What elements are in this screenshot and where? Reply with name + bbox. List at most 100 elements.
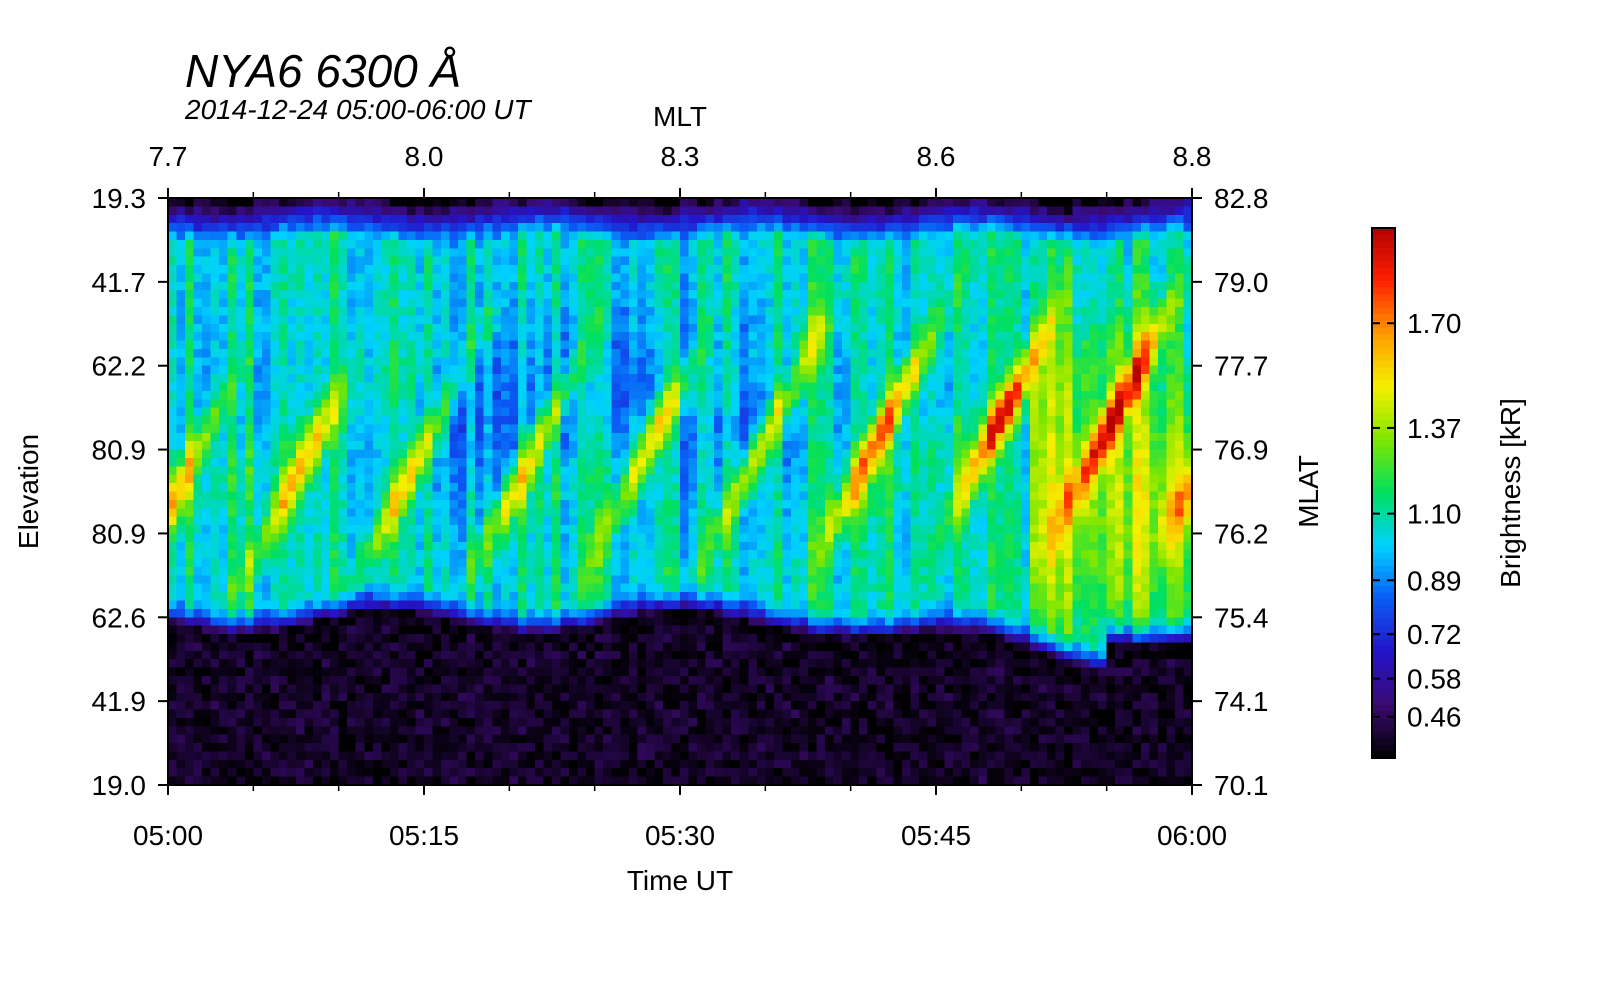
heatmap-cell	[543, 198, 553, 207]
heatmap-cell	[739, 281, 749, 291]
heatmap-cell	[424, 390, 434, 400]
heatmap-cell	[534, 348, 545, 358]
heatmap-cell	[296, 625, 306, 635]
heatmap-cell	[586, 214, 596, 224]
heatmap-cell	[193, 273, 203, 283]
heatmap-cell	[628, 776, 638, 786]
heatmap-cell	[278, 684, 289, 694]
heatmap-cell	[415, 390, 425, 400]
heatmap-cell	[594, 399, 604, 409]
heatmap-cell	[662, 315, 673, 325]
heatmap-cell	[500, 541, 510, 551]
heatmap-cell	[338, 281, 348, 291]
heatmap-cell	[210, 281, 220, 291]
heatmap-cell	[680, 776, 690, 786]
heatmap-cell	[355, 675, 365, 685]
heatmap-cell	[765, 717, 775, 727]
heatmap-cell	[364, 441, 374, 451]
heatmap-cell	[381, 634, 391, 644]
heatmap-cell	[270, 600, 280, 610]
heatmap-cell	[517, 692, 527, 702]
heatmap-cell	[296, 382, 306, 392]
heatmap-cell	[381, 675, 391, 685]
heatmap-cell	[227, 508, 237, 518]
heatmap-cell	[731, 768, 741, 778]
heatmap-cell	[227, 768, 237, 778]
heatmap-cell	[748, 525, 758, 535]
heatmap-cell	[756, 692, 766, 702]
heatmap-cell	[534, 759, 545, 769]
heatmap-cell	[347, 214, 357, 224]
heatmap-cell	[756, 348, 766, 358]
heatmap-cell	[680, 449, 690, 459]
heatmap-cell	[560, 466, 570, 476]
heatmap-cell	[560, 340, 570, 350]
heatmap-cell	[483, 533, 493, 543]
heatmap-cell	[628, 583, 638, 593]
heatmap-cell	[466, 759, 476, 769]
heatmap-cell	[398, 617, 408, 627]
heatmap-cell	[185, 206, 195, 216]
heatmap-cell	[364, 751, 374, 761]
heatmap-cell	[321, 273, 331, 283]
heatmap-cell	[227, 407, 237, 417]
heatmap-cell	[441, 239, 451, 249]
heatmap-cell	[552, 374, 562, 384]
heatmap-cell	[355, 558, 365, 568]
heatmap-cell	[398, 692, 408, 702]
heatmap-cell	[432, 566, 442, 576]
heatmap-cell	[406, 776, 417, 786]
heatmap-cell	[202, 499, 212, 509]
heatmap-cell	[765, 600, 775, 610]
heatmap-cell	[364, 516, 374, 526]
heatmap-cell	[500, 634, 510, 644]
heatmap-cell	[449, 416, 459, 426]
heatmap-cell	[748, 701, 758, 711]
heatmap-cell	[705, 583, 715, 593]
heatmap-cell	[662, 198, 673, 207]
heatmap-cell	[705, 340, 715, 350]
heatmap-cell	[731, 239, 741, 249]
heatmap-cell	[313, 600, 323, 610]
heatmap-cell	[637, 751, 647, 761]
heatmap-cell	[756, 701, 766, 711]
heatmap-cell	[739, 575, 749, 585]
heatmap-cell	[680, 382, 690, 392]
heatmap-cell	[406, 248, 417, 258]
heatmap-cell	[466, 265, 476, 275]
heatmap-cell	[722, 432, 732, 442]
heatmap-cell	[662, 416, 673, 426]
heatmap-cell	[662, 323, 673, 333]
heatmap-cell	[671, 390, 681, 400]
heatmap-cell	[364, 332, 374, 342]
heatmap-cell	[202, 474, 212, 484]
heatmap-cell	[338, 248, 348, 258]
heatmap-cell	[543, 675, 553, 685]
heatmap-cell	[569, 273, 579, 283]
heatmap-cell	[731, 332, 741, 342]
heatmap-cell	[449, 701, 459, 711]
heatmap-cell	[475, 709, 485, 719]
heatmap-cell	[219, 390, 229, 400]
heatmap-cell	[185, 533, 195, 543]
heatmap-cell	[236, 516, 246, 526]
heatmap-cell	[304, 533, 314, 543]
heatmap-cell	[748, 374, 758, 384]
heatmap-cell	[236, 642, 246, 652]
heatmap-cell	[654, 776, 664, 786]
heatmap-cell	[304, 315, 314, 325]
heatmap-cell	[372, 508, 382, 518]
heatmap-cell	[620, 625, 630, 635]
heatmap-cell	[748, 667, 758, 677]
heatmap-cell	[227, 332, 237, 342]
heatmap-cell	[748, 692, 758, 702]
heatmap-cell	[534, 768, 545, 778]
heatmap-cell	[628, 457, 638, 467]
heatmap-cell	[492, 466, 502, 476]
heatmap-cell	[586, 508, 596, 518]
heatmap-cell	[654, 432, 664, 442]
heatmap-cell	[389, 248, 399, 258]
heatmap-cell	[509, 348, 519, 358]
heatmap-cell	[185, 323, 195, 333]
heatmap-cell	[483, 550, 493, 560]
